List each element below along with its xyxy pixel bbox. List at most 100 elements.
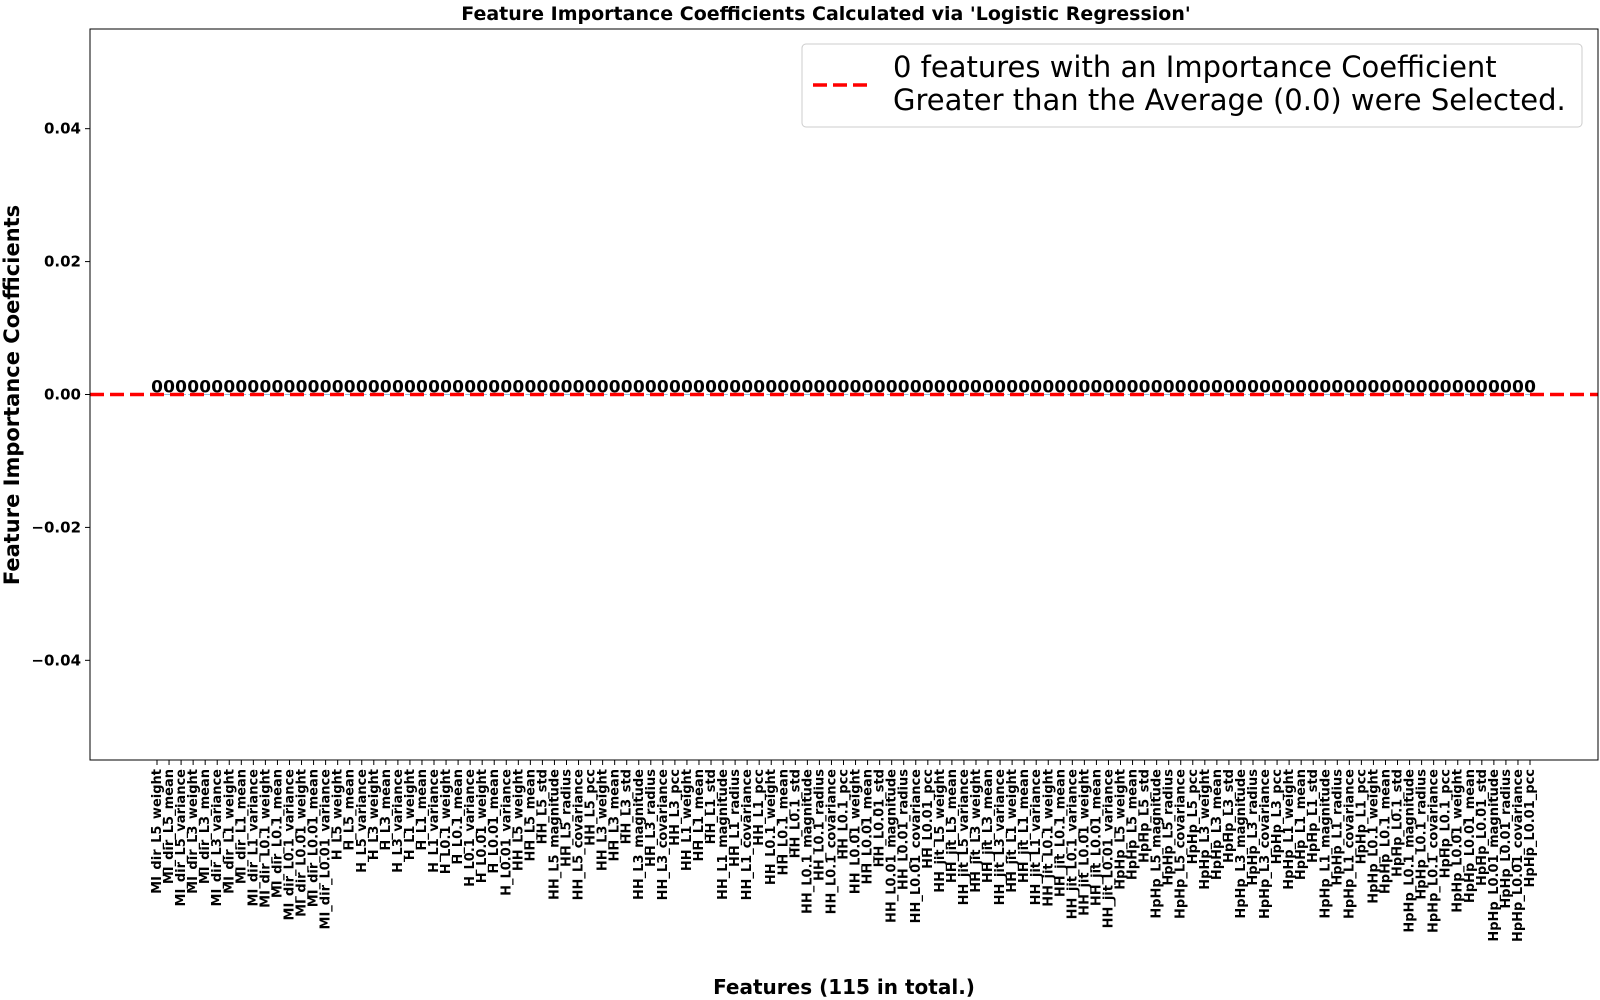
- x-tick-label: MI_dir_L0.01_weight: [295, 769, 310, 917]
- x-tick-label: HpHp_L1_mean: [1294, 769, 1309, 880]
- bar-value-label: 0: [1512, 378, 1524, 398]
- bar-value-label: 0: [813, 378, 825, 398]
- x-tick-label: HpHp_L0.1_covariance: [1427, 769, 1442, 933]
- x-tick-label: H_L0.01_weight: [475, 769, 490, 883]
- bar-value-label: 0: [1163, 378, 1175, 398]
- x-axis-label: Features (115 in total.): [713, 975, 975, 999]
- bar-value-label: 0: [1488, 378, 1500, 398]
- x-tick-label: HH_L0.01_std: [873, 769, 888, 867]
- bar-value-label: 0: [994, 378, 1006, 398]
- bar-value-label: 0: [1476, 378, 1488, 398]
- x-tick-label: HH_L1_mean: [692, 769, 707, 861]
- bar: [682, 394, 692, 395]
- bar-value-label: 0: [693, 378, 705, 398]
- x-tick-label: HH_L0.01_weight: [849, 769, 864, 894]
- bar: [501, 394, 512, 395]
- bar-value-label: 0: [1115, 378, 1127, 398]
- legend-box: [801, 43, 1583, 128]
- x-tick-label: HpHp_L0.1_weight: [1366, 769, 1381, 904]
- x-tick-label: HH_jit_L3_mean: [981, 769, 996, 883]
- bar-value-label: 0: [296, 378, 308, 398]
- x-tick-label: HH_jit_L0.01_variance: [1101, 769, 1116, 929]
- bar: [200, 394, 210, 395]
- x-tick-label: MI_dir_L5_mean: [162, 769, 177, 884]
- x-tick-label: H_L5_weight: [331, 769, 346, 860]
- y-tick-label: −0.04: [31, 651, 81, 669]
- x-tick-label: HH_L0.1_pcc: [837, 769, 852, 860]
- bar-value-label: 0: [1271, 378, 1283, 398]
- bar-value-label: 0: [380, 378, 392, 398]
- x-tick-label: HH_L5_radius: [559, 769, 574, 867]
- bar-value-label: 0: [524, 378, 536, 398]
- bar-value-label: 0: [1018, 378, 1030, 398]
- x-tick-label: HpHp_L0.01_pcc: [1523, 769, 1538, 887]
- bar-value-label: 0: [211, 378, 223, 398]
- x-tick-label: HpHp_L3_radius: [1246, 769, 1261, 886]
- bar-value-label: 0: [729, 378, 741, 398]
- x-tick-label: HH_L0.01_mean: [861, 769, 876, 885]
- x-tick-label: HH_L0.1_mean: [776, 769, 791, 875]
- bar-value-label: 0: [585, 378, 597, 398]
- x-tick-label: HH_jit_L1_mean: [1017, 769, 1032, 883]
- bar-value-label: 0: [332, 378, 344, 398]
- bar-value-label: 0: [765, 378, 777, 398]
- bar: [320, 394, 331, 395]
- x-tick-label: HpHp_L0.01_covariance: [1511, 769, 1526, 942]
- x-tick-label: HH_jit_L0.1_weight: [1041, 769, 1056, 907]
- bar: [284, 394, 295, 395]
- x-tick-label: MI_dir_L1_variance: [246, 769, 261, 907]
- x-tick-label: MI_dir_L5_weight: [150, 769, 165, 894]
- bar: [1501, 394, 1511, 395]
- bar: [802, 394, 813, 395]
- x-tick-label: HpHp_L3_weight: [1198, 769, 1213, 890]
- x-tick-label: HpHp_L1_radius: [1330, 769, 1345, 886]
- x-tick-label: HpHp_L5_covariance: [1174, 769, 1189, 919]
- bar: [1043, 394, 1054, 395]
- x-tick-label: HH_jit_L0.1_mean: [1053, 769, 1068, 897]
- bar-value-label: 0: [657, 378, 669, 398]
- bar-value-label: 0: [862, 378, 874, 398]
- bar-value-label: 0: [573, 378, 585, 398]
- bar-value-label: 0: [344, 378, 356, 398]
- bar-value-label: 0: [284, 378, 296, 398]
- bar: [1200, 394, 1210, 395]
- x-tick-label: HH_jit_L0.1_variance: [1065, 769, 1080, 920]
- bar-value-label: 0: [223, 378, 235, 398]
- x-tick-label: HH_L0.1_weight: [764, 769, 779, 885]
- x-tick-label: HpHp_L0.01_radius: [1499, 769, 1514, 909]
- bar-value-label: 0: [561, 378, 573, 398]
- bar-value-label: 0: [1103, 378, 1115, 398]
- bar-value-label: 0: [850, 378, 862, 398]
- y-tick-label: 0.04: [44, 120, 81, 138]
- bar-value-label: 0: [440, 378, 452, 398]
- bar-value-label: 0: [512, 378, 524, 398]
- bar-value-label: 0: [886, 378, 898, 398]
- bar: [260, 394, 271, 395]
- bar-value-label: 0: [717, 378, 729, 398]
- bar: [1103, 394, 1114, 395]
- x-tick-label: HpHp_L5_magnitude: [1150, 769, 1165, 919]
- x-tick-label: HH_jit_L5_weight: [933, 769, 948, 893]
- bar-value-label: 0: [705, 378, 717, 398]
- x-tick-label: HpHp_L1_pcc: [1354, 769, 1369, 864]
- legend: 0 features with an Importance Coefficien…: [801, 43, 1583, 128]
- x-tick-label: MI_dir_L0.01_variance: [319, 769, 334, 930]
- bar-value-label: 0: [934, 378, 946, 398]
- bar-value-label: 0: [1319, 378, 1331, 398]
- x-tick-label: HH_L0.01_magnitude: [885, 769, 900, 923]
- x-tick-label: HH_L1_weight: [680, 769, 695, 871]
- x-tick-label: HpHp_L1_covariance: [1342, 769, 1357, 919]
- y-tick-label: −0.02: [31, 518, 81, 536]
- x-tick-label: HpHp_L3_pcc: [1270, 769, 1285, 864]
- bar-value-label: 0: [789, 378, 801, 398]
- bar-value-label: 0: [536, 378, 548, 398]
- bar-value-label: 0: [500, 378, 512, 398]
- x-tick-label: HH_L1_pcc: [752, 769, 767, 846]
- x-tick-label: HpHp_L1_weight: [1282, 769, 1297, 890]
- bar-value-label: 0: [1078, 378, 1090, 398]
- x-tick-label: H_L3_weight: [367, 769, 382, 860]
- x-tick-label: HH_L1_radius: [728, 769, 743, 867]
- bar: [1404, 394, 1415, 395]
- bar-value-label: 0: [898, 378, 910, 398]
- bar-value-label: 0: [1127, 378, 1139, 398]
